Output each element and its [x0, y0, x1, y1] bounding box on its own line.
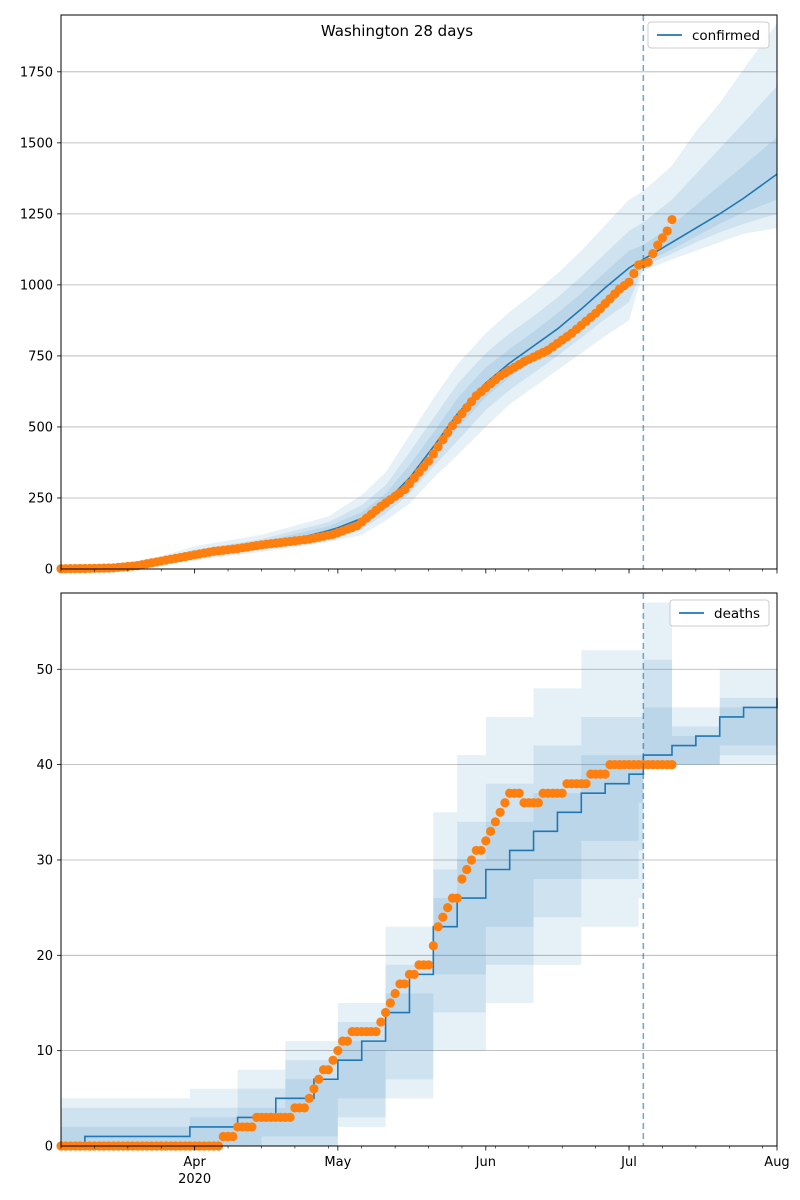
y-tick-label: 1000 — [20, 278, 53, 293]
observed-point — [452, 893, 462, 903]
y-tick-label: 1250 — [20, 207, 53, 222]
confirmed-panel: 0 250 500 750 1000 1250 1500 1750 confirmed — [20, 14, 778, 578]
observed-point — [299, 1103, 310, 1113]
observed-point — [667, 214, 677, 225]
observed-point — [433, 922, 443, 932]
x-tick-label: Jun — [475, 1155, 496, 1170]
x-tick-label: Apr — [183, 1155, 206, 1170]
observed-point — [428, 449, 438, 459]
observed-point — [376, 1017, 386, 1027]
observed-point — [385, 998, 395, 1008]
observed-point — [629, 268, 639, 279]
observed-point — [304, 1093, 314, 1103]
observed-point — [400, 979, 410, 989]
observed-point — [443, 903, 453, 913]
observed-point — [390, 988, 400, 999]
confidence-band-outer — [61, 602, 777, 1146]
observed-point — [371, 1026, 381, 1037]
observed-point — [423, 456, 434, 466]
observed-point — [247, 1122, 257, 1132]
observed-point — [648, 249, 658, 259]
deaths-panel: 0 10 20 30 40 50 Apr 2020 May Jun Jul Aug deaths — [36, 592, 790, 1187]
legend-box — [647, 21, 770, 49]
observed-point — [490, 817, 500, 827]
observed-point — [423, 960, 434, 970]
observed-point — [495, 807, 505, 817]
observed-point — [643, 257, 653, 267]
observed-point — [600, 769, 610, 779]
observed-point — [328, 1055, 338, 1065]
observed-point — [466, 855, 477, 865]
observed-point — [557, 788, 567, 798]
observed-point — [500, 798, 510, 808]
observed-point — [581, 779, 591, 789]
confidence-band-outer — [61, 23, 777, 570]
observed-point — [323, 1065, 333, 1075]
y-tick-label: 0 — [45, 563, 53, 578]
x-tick-label: Aug — [764, 1155, 789, 1170]
y-tick-label: 1500 — [20, 136, 53, 151]
confidence-band-inner — [61, 688, 777, 1146]
x-tick-label: May — [324, 1155, 351, 1170]
observed-point — [438, 435, 448, 445]
observed-point — [285, 1112, 295, 1122]
observed-point — [428, 941, 438, 951]
y-tick-label: 40 — [36, 758, 53, 773]
y-tick-label: 0 — [45, 1140, 53, 1155]
observed-point — [333, 1046, 343, 1056]
y-tick-label: 750 — [28, 349, 53, 364]
observed-point — [624, 277, 634, 287]
confidence-band-middle — [61, 659, 777, 1146]
observed-point — [443, 428, 453, 438]
observed-point — [314, 1074, 324, 1084]
y-tick-label: 30 — [36, 853, 53, 868]
y-tick-label: 10 — [36, 1044, 53, 1059]
legend-box — [669, 599, 770, 627]
y-tick-label: 1750 — [20, 65, 53, 80]
observed-point — [228, 1131, 238, 1142]
observed-point — [342, 1036, 352, 1046]
axes-frame — [60, 14, 778, 570]
y-tick-label: 250 — [28, 491, 53, 506]
observed-point — [438, 912, 448, 922]
y-tick-label: 50 — [36, 663, 53, 678]
observed-point — [457, 874, 467, 884]
observed-point — [476, 845, 486, 856]
observed-point — [662, 226, 672, 236]
x-tick-label: Jul — [620, 1155, 637, 1170]
forecast-line — [61, 697, 778, 1147]
y-tick-label: 500 — [28, 420, 53, 435]
figure-title: Washington 28 days — [321, 22, 473, 40]
observed-point — [667, 760, 677, 770]
axes-frame — [60, 592, 778, 1147]
observed-point — [481, 836, 491, 846]
observed-point — [433, 442, 443, 452]
legend-label: confirmed — [692, 28, 760, 44]
observed-point — [380, 1007, 391, 1018]
observed-point — [533, 798, 543, 808]
legend-label: deaths — [714, 606, 760, 622]
observed-point — [309, 1084, 319, 1094]
observed-point — [514, 788, 524, 798]
observed-point — [653, 240, 663, 250]
x-tick-sublabel: 2020 — [178, 1172, 211, 1187]
observed-point — [657, 233, 668, 243]
y-tick-label: 20 — [36, 949, 53, 964]
observed-point — [462, 864, 472, 875]
observed-point — [486, 826, 496, 836]
observed-point — [409, 969, 419, 979]
